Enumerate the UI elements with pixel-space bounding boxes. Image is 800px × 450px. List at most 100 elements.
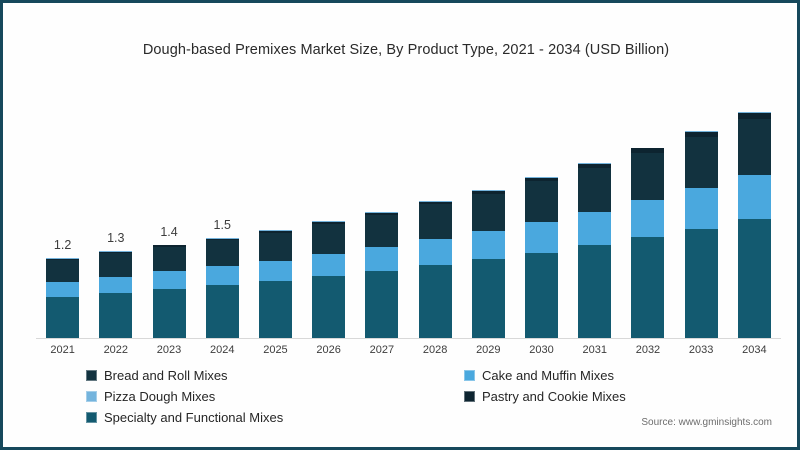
bar-segment <box>46 259 80 282</box>
legend-item[interactable]: Specialty and Functional Mixes <box>86 410 283 425</box>
bar-segment <box>418 265 452 338</box>
bar-group <box>737 112 771 338</box>
bar-group: 1.2 <box>46 238 80 338</box>
bar-group <box>631 147 665 338</box>
x-tick-label: 2029 <box>476 344 501 356</box>
x-tick-label: 2027 <box>369 344 395 356</box>
x-tick-label: 2024 <box>210 344 235 356</box>
bar-group: 1.5 <box>205 218 239 338</box>
bar-value-label: 1.4 <box>160 224 178 239</box>
legend-swatch-icon <box>86 412 97 423</box>
x-tick-label: 2021 <box>50 344 75 356</box>
bar-segment <box>631 200 665 238</box>
bar-segment <box>312 253 346 276</box>
bar-segment <box>631 153 665 201</box>
bar-group <box>684 131 718 338</box>
bar-segment <box>578 167 612 212</box>
bar-segment <box>578 245 612 338</box>
bar-segment <box>205 284 239 338</box>
bar-segment <box>46 281 80 297</box>
bar-segment <box>471 193 505 232</box>
bar-segment <box>152 246 186 272</box>
legend-item[interactable]: Pastry and Cookie Mixes <box>464 389 626 404</box>
bar-group <box>365 211 399 338</box>
bar-segment <box>737 113 771 120</box>
x-tick-label: 2025 <box>263 344 288 356</box>
bar-segment <box>471 189 505 191</box>
bar-segment <box>418 201 452 205</box>
bar-group <box>312 221 346 338</box>
bar-segment <box>578 211 612 246</box>
bar-segment <box>578 163 612 168</box>
x-tick-label: 2028 <box>422 344 448 356</box>
bar-segment <box>471 231 505 260</box>
bar-segment <box>525 252 559 338</box>
bar-segment <box>99 251 133 254</box>
legend-swatch-icon <box>86 370 97 381</box>
x-tick-label: 2022 <box>103 344 129 356</box>
bar-segment <box>737 218 771 338</box>
bar-segment <box>46 296 80 338</box>
bar-segment <box>525 177 559 178</box>
bar-segment <box>631 147 665 149</box>
bar-segment <box>99 276 133 293</box>
bar-segment <box>312 275 346 338</box>
bar-segment <box>631 148 665 154</box>
bar-group <box>471 189 505 338</box>
chart-title: Dough-based Premixes Market Size, By Pro… <box>142 42 670 58</box>
bar-group <box>578 163 612 338</box>
bar-segment <box>365 211 399 213</box>
bar-segment <box>99 253 133 277</box>
bar-segment <box>418 204 452 240</box>
legend-item-label: Cake and Muffin Mixes <box>482 368 614 383</box>
bar-segment <box>205 238 239 240</box>
bar-segment <box>258 232 292 261</box>
bar-value-label: 1.3 <box>107 231 125 246</box>
legend-swatch-icon <box>464 391 475 402</box>
bar-segment <box>684 131 718 132</box>
bar-segment <box>258 230 292 233</box>
x-tick-label: 2034 <box>742 344 767 356</box>
bar-segment <box>471 190 505 194</box>
bar-value-label: 1.2 <box>53 237 72 252</box>
bar-segment <box>152 244 186 246</box>
bar-segment <box>46 258 80 260</box>
bar-segment <box>205 265 239 285</box>
x-axis-tick-labels: 2021 2022 2023 2024 2025 2026 2027 2028 2029 2030… <box>36 344 781 360</box>
bar-group: 1.4 <box>152 225 186 338</box>
bar-segment <box>258 260 292 281</box>
bar-segment <box>631 237 665 338</box>
axis-baseline <box>36 338 781 339</box>
bar-segment <box>152 288 186 338</box>
bar-segment <box>471 259 505 338</box>
legend-item-label: Pizza Dough Mixes <box>104 389 216 404</box>
legend-item[interactable]: Pizza Dough Mixes <box>86 389 215 404</box>
bar-segment <box>365 271 399 338</box>
bar-segment <box>99 292 133 338</box>
x-tick-label: 2031 <box>582 344 607 356</box>
bar-segment <box>46 257 80 259</box>
bar-segment <box>205 237 239 239</box>
bar-segment <box>258 280 292 338</box>
bar-segment <box>312 221 346 224</box>
x-tick-label: 2023 <box>156 344 182 356</box>
bar-segment <box>525 221 559 253</box>
bar-segment <box>365 212 399 216</box>
bar-segment <box>312 223 346 254</box>
legend-item[interactable]: Cake and Muffin Mixes <box>464 368 614 383</box>
x-tick-label: 2026 <box>316 344 341 356</box>
bar-segment <box>365 215 399 248</box>
legend-item-label: Pastry and Cookie Mixes <box>482 389 626 404</box>
bar-segment <box>684 137 718 189</box>
x-tick-label: 2032 <box>635 344 661 356</box>
legend-swatch-icon <box>464 370 475 381</box>
bar-group <box>418 201 452 338</box>
bar-segment <box>152 245 186 247</box>
bar-segment <box>525 177 559 182</box>
bar-segment <box>737 112 771 114</box>
legend-item[interactable]: Bread and Roll Mixes <box>86 368 228 383</box>
bar-segment <box>418 239 452 266</box>
bar-segment <box>99 251 133 252</box>
chart-canvas: Dough-based Premixes Market Size, By Pro… <box>6 6 794 444</box>
bar-segment <box>578 163 612 164</box>
